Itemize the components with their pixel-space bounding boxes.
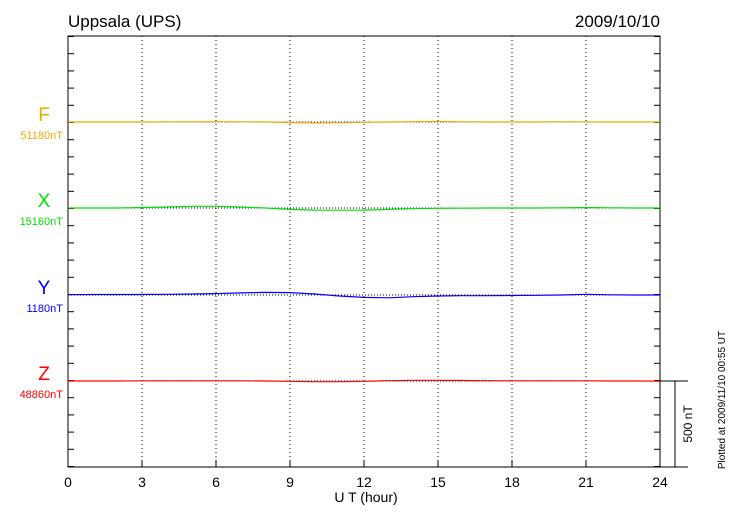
- series-line-f: [68, 120, 660, 124]
- baseline-label-f: 51180nT: [20, 130, 63, 142]
- x-tick-label: 18: [504, 474, 520, 490]
- series-name-x: X: [38, 191, 51, 212]
- series-line-x: [68, 205, 660, 211]
- x-tick-label: 15: [430, 474, 446, 490]
- series-line-y: [67, 291, 660, 299]
- series-name-y: Y: [38, 278, 51, 299]
- series-line-z: [68, 379, 661, 383]
- x-tick-label: 21: [578, 474, 594, 490]
- x-tick-label: 3: [138, 474, 146, 490]
- plot-frame: [67, 35, 661, 468]
- chart-date: 2009/10/10: [575, 12, 660, 31]
- x-tick-label: 6: [212, 474, 220, 490]
- baseline-label-x: 15160nT: [20, 216, 64, 228]
- x-axis-label: U T (hour): [334, 489, 397, 505]
- x-tick-label: 24: [652, 474, 668, 490]
- series-name-f: F: [38, 105, 50, 126]
- baseline-label-z: 48860nT: [20, 389, 64, 401]
- plotted-footnote: Plotted at 2009/11/10 00:55 UT: [717, 331, 728, 469]
- x-tick-label: 12: [356, 474, 372, 490]
- x-tick-label: 9: [286, 474, 294, 490]
- chart-title: Uppsala (UPS): [68, 12, 181, 31]
- baseline-label-y: 1180nT: [27, 303, 64, 315]
- series-name-z: Z: [38, 364, 50, 385]
- x-tick-label: 0: [64, 474, 72, 490]
- scale-bar-label: 500 nT: [681, 405, 695, 443]
